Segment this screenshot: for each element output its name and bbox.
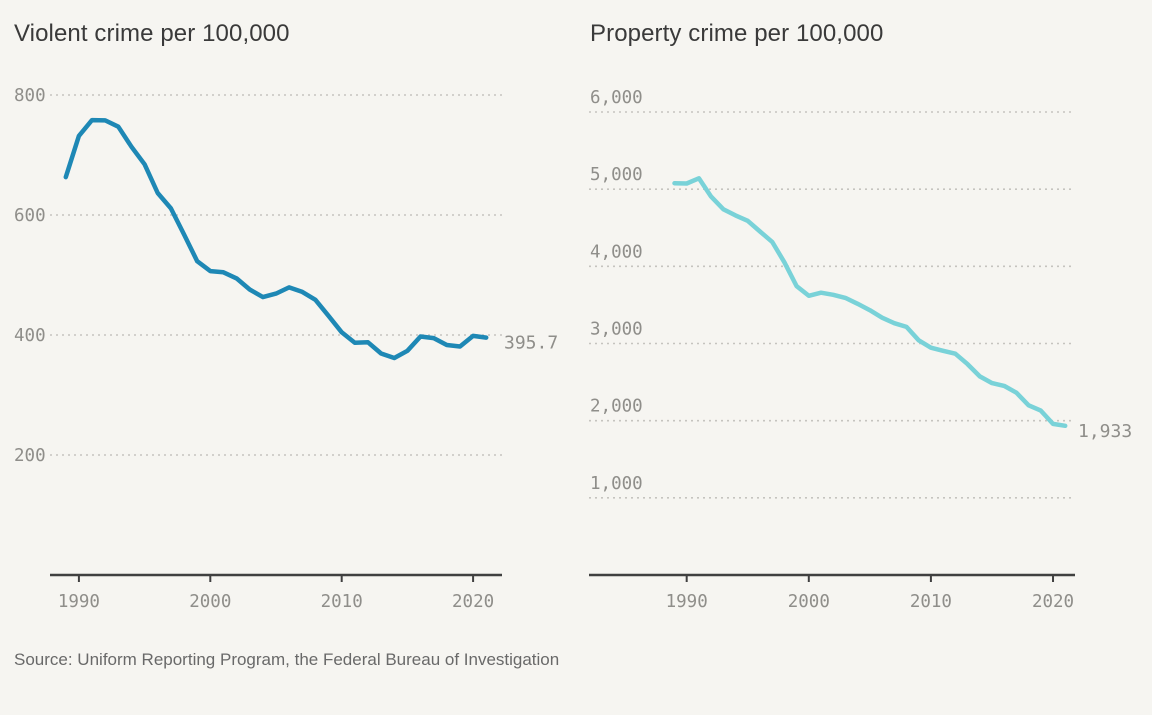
y-axis-label: 600 — [14, 206, 46, 226]
y-axis-label: 5,000 — [590, 165, 643, 185]
source-note: Source: Uniform Reporting Program, the F… — [14, 650, 560, 669]
x-axis-label: 1990 — [58, 592, 100, 612]
y-axis-label: 3,000 — [590, 320, 643, 340]
violent-crime-rate-line — [63, 117, 489, 361]
y-axis-label: 800 — [14, 86, 46, 106]
y-axis-label: 200 — [14, 446, 46, 466]
x-axis-label: 2000 — [189, 592, 231, 612]
end-value-label: 1,933 — [1078, 421, 1132, 442]
property-crime-rate-line — [672, 176, 1068, 429]
x-axis-label: 2010 — [910, 592, 952, 612]
chart-title-violent-crime: Violent crime per 100,000 — [14, 20, 290, 47]
y-axis-label: 400 — [14, 326, 46, 346]
y-axis-label: 1,000 — [590, 474, 643, 494]
x-axis-label: 1990 — [666, 592, 708, 612]
end-value-label: 395.7 — [504, 333, 558, 354]
x-axis-label: 2000 — [788, 592, 830, 612]
y-axis-label: 4,000 — [590, 242, 643, 262]
chart-title-property-crime: Property crime per 100,000 — [590, 20, 884, 47]
y-axis-label: 6,000 — [590, 88, 643, 108]
x-axis-label: 2020 — [1032, 592, 1074, 612]
y-axis-label: 2,000 — [590, 397, 643, 417]
x-axis-label: 2010 — [321, 592, 363, 612]
x-axis-label: 2020 — [452, 592, 494, 612]
